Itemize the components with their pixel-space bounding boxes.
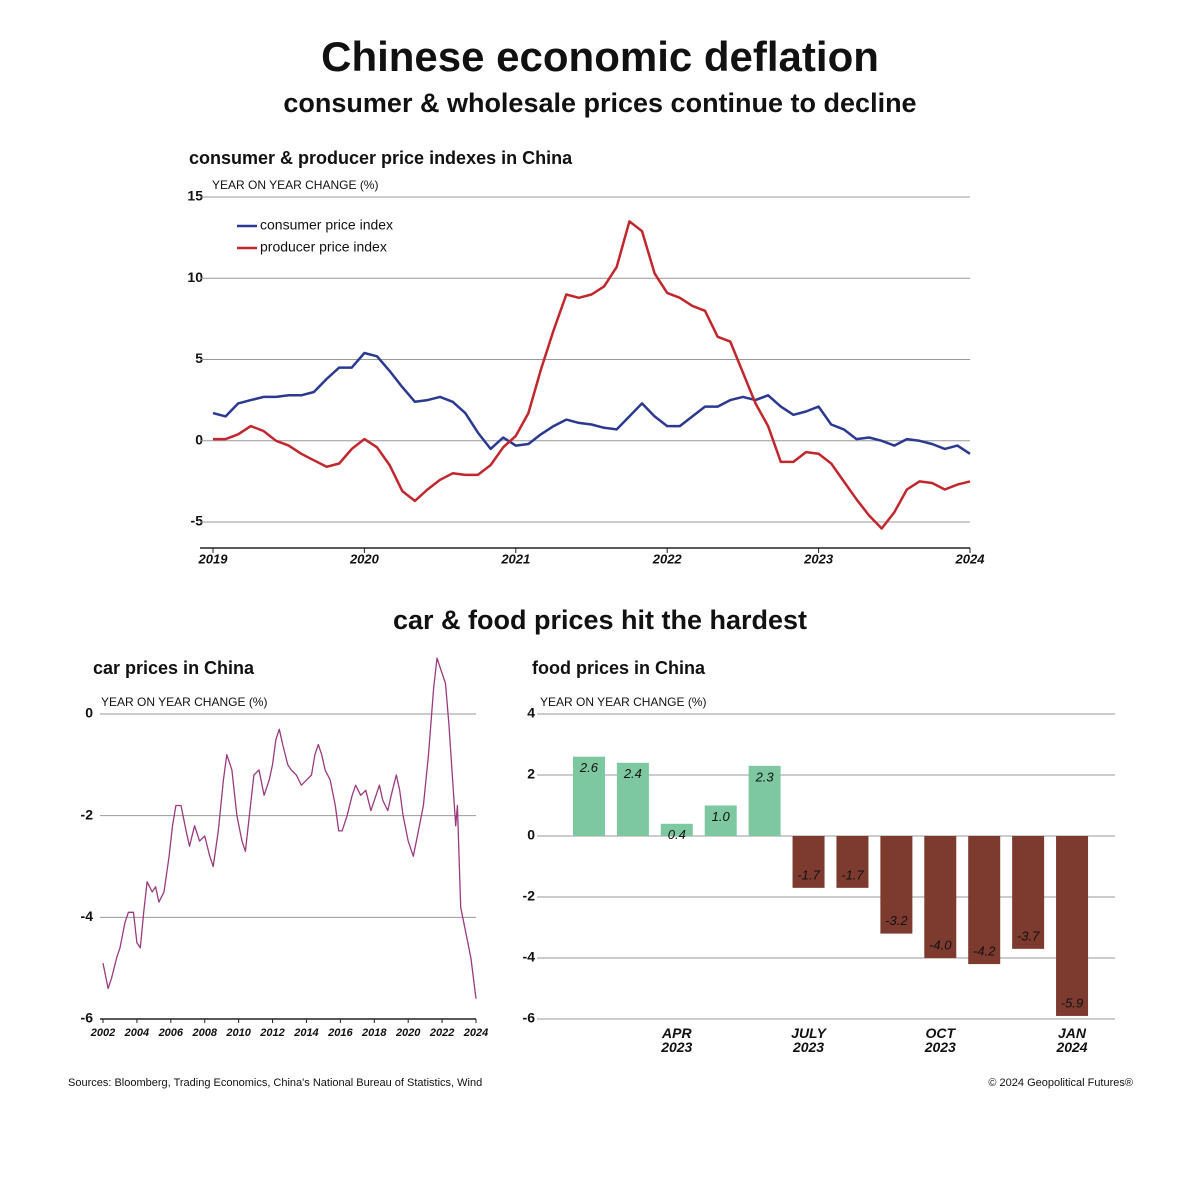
y-tick-label: -4 [81, 908, 94, 924]
section-title: car & food prices hit the hardest [393, 605, 807, 635]
x-tick-label: 2023 [803, 551, 834, 566]
value-label: 2.4 [623, 766, 642, 781]
x-tick-label: 2022 [429, 1027, 454, 1039]
chart-title: consumer & producer price indexes in Chi… [189, 148, 573, 168]
y-tick-label: 10 [187, 269, 203, 285]
chart-title: food prices in China [532, 658, 706, 678]
y-tick-label: -2 [81, 806, 94, 822]
bar [792, 836, 825, 888]
y-tick-label: -6 [523, 1010, 536, 1026]
y-tick-label: 0 [85, 705, 93, 721]
y-tick-label: 5 [195, 350, 203, 366]
y-tick-label: 4 [527, 705, 535, 721]
value-label: -5.9 [1061, 995, 1083, 1010]
x-tick-label: APR 2023 [661, 1025, 693, 1055]
legend-label: producer price index [260, 239, 387, 255]
bar [748, 765, 781, 836]
chart-title: car prices in China [93, 658, 255, 678]
value-label: 1.0 [712, 809, 731, 824]
value-label: -4.2 [973, 944, 996, 959]
y-tick-label: 15 [187, 188, 203, 204]
bar [1012, 836, 1045, 949]
y-axis-label: YEAR ON YEAR CHANGE (%) [540, 695, 706, 709]
y-axis-label: YEAR ON YEAR CHANGE (%) [101, 695, 267, 709]
value-label: -3.7 [1017, 928, 1040, 943]
x-tick-label: JULY 2023 [791, 1025, 826, 1055]
x-tick-label: 2002 [90, 1027, 115, 1039]
sources: Sources: Bloomberg, Trading Economics, C… [68, 1077, 482, 1089]
bar [660, 823, 693, 836]
x-tick-label: 2022 [652, 551, 683, 566]
x-tick-label: JAN 2024 [1056, 1025, 1088, 1055]
x-tick-label: 2020 [395, 1027, 421, 1039]
x-tick-label: 2021 [500, 551, 530, 566]
series-line [213, 220, 971, 530]
x-tick-label: OCT 2023 [924, 1025, 956, 1055]
bar [968, 836, 1001, 965]
bar [880, 836, 913, 934]
x-tick-label: 2024 [955, 551, 986, 566]
value-label: 2.3 [755, 769, 775, 784]
x-tick-label: 2014 [293, 1027, 318, 1039]
value-label: -1.7 [797, 867, 820, 882]
x-tick-label: 2019 [198, 551, 229, 566]
bar [924, 836, 957, 958]
bar [616, 762, 649, 836]
x-tick-label: 2006 [158, 1027, 184, 1039]
y-tick-label: -5 [191, 513, 204, 529]
x-tick-label: 2010 [225, 1027, 251, 1039]
y-tick-label: -6 [81, 1010, 94, 1026]
subtitle: consumer & wholesale prices continue to … [283, 88, 916, 118]
value-label: 0.4 [668, 827, 686, 842]
bar [572, 756, 605, 836]
bar [836, 836, 869, 888]
legend-label: consumer price index [260, 217, 393, 233]
y-tick-label: -2 [523, 888, 536, 904]
title: Chinese economic deflation [321, 33, 879, 80]
y-tick-label: 0 [527, 827, 535, 843]
x-tick-label: 2004 [124, 1027, 149, 1039]
x-tick-label: 2020 [349, 551, 380, 566]
value-label: -4.0 [929, 937, 952, 952]
bar [1056, 836, 1089, 1016]
value-label: -3.2 [885, 913, 908, 928]
series-line [212, 351, 971, 455]
y-axis-label: YEAR ON YEAR CHANGE (%) [212, 178, 378, 192]
x-tick-label: 2016 [327, 1027, 353, 1039]
x-tick-label: 2008 [191, 1027, 217, 1039]
y-tick-label: -4 [523, 949, 536, 965]
value-label: 2.6 [579, 760, 599, 775]
bar [704, 805, 737, 836]
y-tick-label: 0 [195, 431, 203, 447]
value-label: -1.7 [841, 867, 864, 882]
x-tick-label: 2012 [259, 1027, 284, 1039]
y-tick-label: 2 [527, 766, 535, 782]
copyright: © 2024 Geopolitical Futures® [988, 1077, 1133, 1089]
x-tick-label: 2018 [361, 1027, 387, 1039]
series-line [102, 657, 477, 999]
x-tick-label: 2024 [463, 1027, 488, 1039]
